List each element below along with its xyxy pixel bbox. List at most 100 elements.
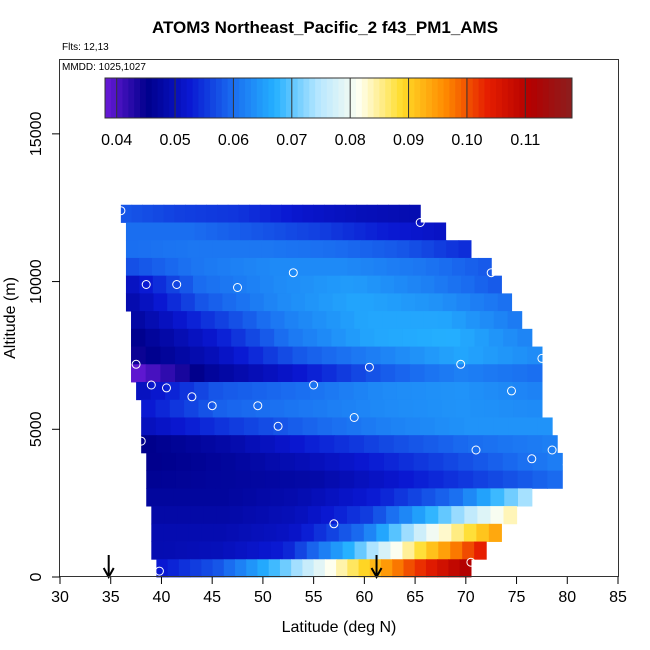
heatmap-cell [199,240,213,259]
colorbar-segment [455,78,462,118]
colorbar-segment [210,78,217,118]
heatmap-cell [373,293,389,312]
heatmap-cell [407,275,422,294]
heatmap-cell [294,541,308,560]
colorbar-segment [221,78,229,118]
heatmap-cell [208,293,223,312]
heatmap-cell [144,311,160,330]
heatmap-cell [286,275,301,294]
colorbar-segment [566,78,573,118]
heatmap-cell [474,328,490,347]
colorbar-segment [303,78,310,118]
heatmap-cell [300,275,315,294]
heatmap-cell [477,506,492,525]
heatmap-cell [335,240,349,259]
heatmap-cell [392,559,405,578]
heatmap-cell [238,204,250,223]
heatmap-cell [419,417,436,436]
heatmap-cell [398,452,415,472]
heatmap-cell [309,470,326,489]
heatmap-cell [353,275,368,294]
colorbar-segment [227,78,234,118]
heatmap-cell [398,399,414,418]
heatmap-cell [373,506,387,525]
heatmap-cell [273,275,288,294]
heatmap-cell [160,488,175,507]
colorbar-segment [408,78,415,118]
heatmap-cell [268,559,281,578]
colorbar-segment [320,78,328,118]
heatmap-cell [190,470,207,489]
colorbar-segment [256,78,264,118]
heatmap-cell [345,328,361,347]
heatmap-cell [131,364,147,383]
colorbar-segment [554,78,561,118]
colorbar-segment [396,78,404,118]
heatmap-cell [440,382,456,401]
colorbar-segment [116,78,124,118]
heatmap-cells [120,204,563,578]
colorbar-segment [315,78,322,118]
colorbar-segment [268,78,275,118]
heatmap-cell [302,417,318,436]
heatmap-cell [151,506,165,525]
y-axis-label: Altitude (m) [2,277,19,359]
heatmap-cell [424,346,440,365]
heatmap-cell [446,240,460,259]
heatmap-cell [256,488,271,507]
heatmap-cell [257,559,270,578]
heatmap-cell [364,435,380,454]
heatmap-cell [527,364,543,383]
heatmap-cell [323,240,336,259]
colorbar-segment [496,78,503,118]
heatmap-cell [372,240,386,259]
sample-point [329,519,339,529]
heatmap-cell [376,523,390,542]
heatmap-cell [336,346,352,365]
heatmap-cell [347,559,360,578]
heatmap-cell [292,364,308,383]
heatmap-cell [493,311,509,330]
colorbar-segment [507,78,515,118]
colorbar-segment [163,78,170,118]
heatmap-cell [286,240,300,259]
heatmap-cell [215,435,231,454]
heatmap-cell [340,275,355,294]
heatmap-cell [438,541,451,560]
heatmap-cell [334,204,346,223]
heatmap-cell [425,506,439,525]
heatmap-cell [373,257,388,277]
heatmap-cell [478,417,494,436]
heatmap-cell [346,417,362,436]
heatmap-cell [229,506,244,525]
colorbar-segment [326,78,334,118]
colorbar-segment [414,78,421,118]
heatmap-cell [346,506,361,525]
colorbar-segment [391,78,398,118]
heatmap-cell [310,382,326,401]
heatmap-cell [223,559,236,578]
heatmap-cell [318,541,332,560]
heatmap-cell [504,488,519,507]
heatmap-cell [242,311,258,330]
heatmap-cell [201,559,214,578]
heatmap-cell [273,240,287,259]
colorbar-segment [478,78,485,118]
heatmap-cell [426,523,440,542]
sample-point [273,421,283,431]
sample-point [537,353,547,363]
heatmap-cell [340,311,355,330]
x-tick-label: 60 [355,589,373,606]
heatmap-cell [532,452,548,472]
heatmap-cell [395,346,411,365]
heatmap-cell [201,523,215,542]
colorbar-segment [192,78,199,118]
heatmap-cell [201,488,216,507]
colorbar-segment [105,78,112,118]
heatmap-cell [321,257,336,277]
heatmap-cell [473,470,489,489]
heatmap-cell [428,293,444,312]
heatmap-cell [465,257,479,277]
x-tick-label: 55 [305,589,323,606]
